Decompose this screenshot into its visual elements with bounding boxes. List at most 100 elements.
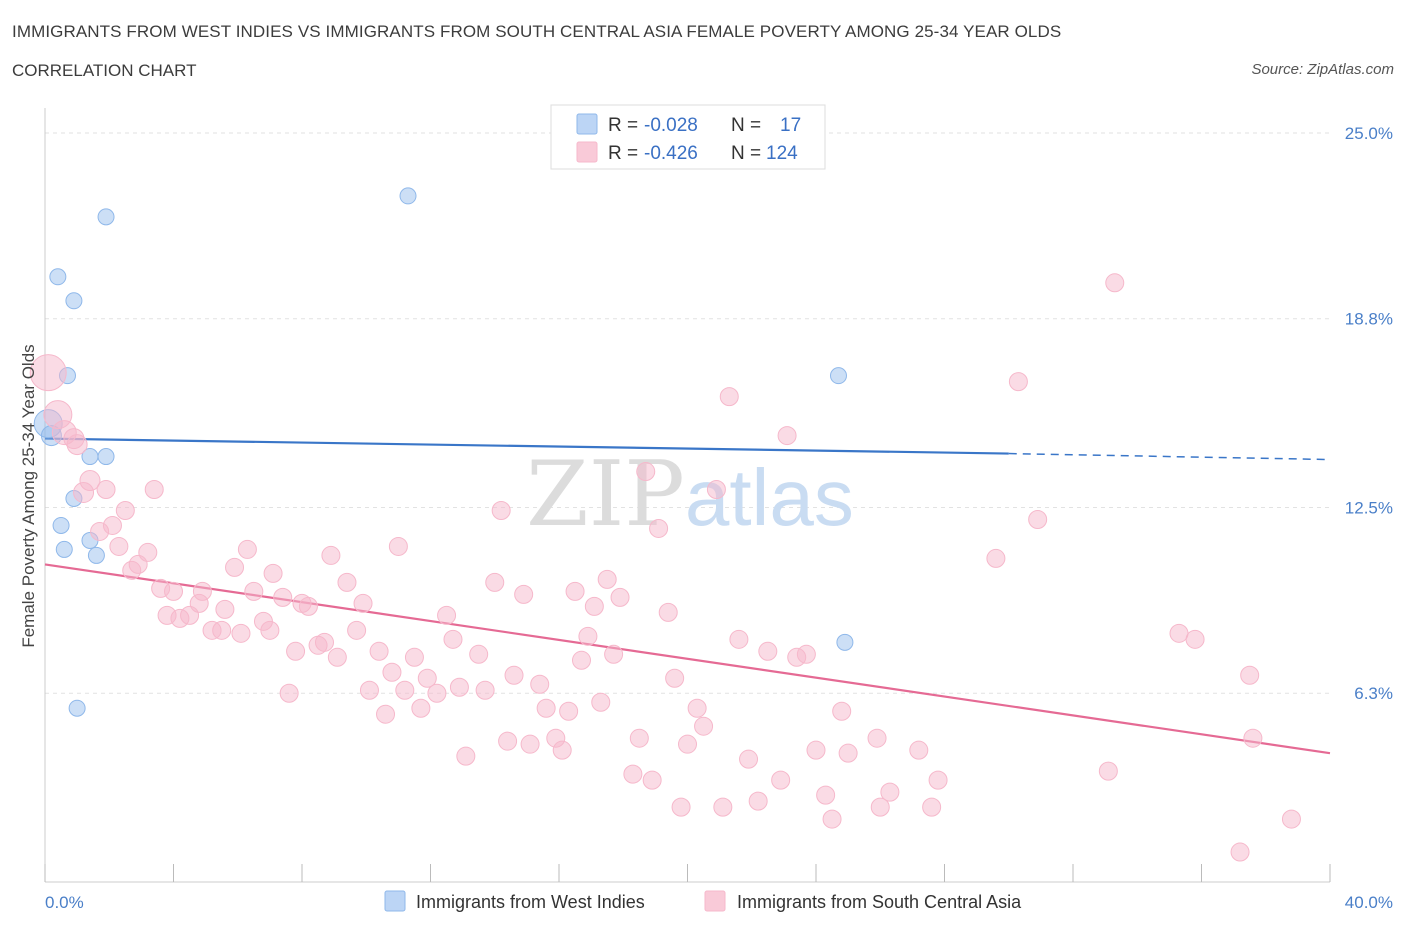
point-south-central-asia (678, 734, 697, 754)
point-south-central-asia (584, 596, 604, 616)
point-south-central-asia (629, 728, 649, 748)
point-south-central-asia (347, 620, 367, 640)
data-points (29, 187, 1301, 862)
point-west-indies (399, 187, 417, 205)
legend-r-value: -0.028 (644, 115, 698, 136)
point-south-central-asia (90, 521, 110, 541)
point-south-central-asia (164, 581, 183, 601)
grid-lines (45, 132, 1330, 694)
point-south-central-asia (1230, 842, 1250, 862)
point-south-central-asia (485, 572, 505, 592)
point-south-central-asia (986, 548, 1006, 568)
point-south-central-asia (382, 662, 402, 682)
point-south-central-asia (610, 587, 630, 607)
point-south-central-asia (144, 480, 164, 500)
point-south-central-asia (565, 581, 585, 601)
legend-swatch-south-central-asia (576, 141, 598, 163)
point-south-central-asia (1240, 665, 1260, 685)
point-south-central-asia (404, 647, 424, 667)
point-west-indies (55, 540, 73, 558)
point-south-central-asia (806, 740, 826, 760)
legend-n-value: 124 (766, 143, 798, 164)
point-south-central-asia (719, 387, 739, 407)
point-south-central-asia (1243, 728, 1263, 748)
series-legend: Immigrants from West Indies Immigrants f… (384, 890, 1022, 912)
point-south-central-asia (623, 764, 643, 784)
point-south-central-asia (748, 791, 768, 811)
point-south-central-asia (758, 641, 778, 661)
point-south-central-asia (671, 797, 691, 817)
y-axis-title: Female Poverty Among 25-34 Year Olds (19, 344, 38, 647)
point-south-central-asia (491, 500, 511, 520)
point-south-central-asia (687, 698, 707, 718)
point-south-central-asia (832, 701, 852, 721)
point-south-central-asia (237, 539, 257, 559)
x-tick-label: 40.0% (1345, 893, 1393, 912)
point-south-central-asia (928, 770, 948, 790)
point-south-central-asia (597, 569, 617, 589)
point-south-central-asia (1185, 629, 1205, 649)
point-south-central-asia (215, 599, 235, 619)
point-south-central-asia (552, 740, 572, 760)
point-south-central-asia (922, 797, 942, 817)
point-south-central-asia (212, 620, 232, 640)
point-south-central-asia (867, 728, 887, 748)
legend-r-label: R = (608, 143, 638, 164)
point-south-central-asia (1028, 509, 1048, 529)
point-south-central-asia (417, 668, 437, 688)
point-south-central-asia (279, 683, 299, 703)
axes (44, 108, 1331, 883)
chart-title: IMMIGRANTS FROM WEST INDIES VS IMMIGRANT… (12, 22, 1062, 41)
watermark: ZIPatlas (526, 442, 854, 547)
point-west-indies (49, 268, 67, 286)
point-south-central-asia (1281, 809, 1301, 829)
point-south-central-asia (578, 626, 598, 646)
point-south-central-asia (327, 647, 347, 667)
series-swatch-west-indies (384, 890, 406, 912)
point-south-central-asia (909, 740, 929, 760)
chart-subtitle: CORRELATION CHART (12, 61, 197, 80)
point-west-indies (829, 367, 847, 385)
point-south-central-asia (642, 770, 662, 790)
point-south-central-asia (591, 692, 611, 712)
point-south-central-asia (260, 620, 280, 640)
series-label-west-indies: Immigrants from West Indies (416, 892, 645, 912)
point-south-central-asia (504, 665, 524, 685)
point-south-central-asia (395, 680, 415, 700)
point-west-indies (65, 292, 83, 310)
series-label-south-central-asia: Immigrants from South Central Asia (737, 892, 1022, 912)
point-south-central-asia (298, 596, 318, 616)
legend-r-value: -0.426 (644, 143, 698, 164)
source-label: Source: ZipAtlas.com (1251, 61, 1394, 78)
point-south-central-asia (244, 581, 264, 601)
series-swatch-south-central-asia (704, 890, 726, 912)
point-south-central-asia (520, 734, 540, 754)
x-tick-labels: 0.0% 40.0% (45, 893, 1393, 912)
x-tick-label: 0.0% (45, 893, 84, 912)
point-south-central-asia (321, 545, 341, 565)
point-south-central-asia (192, 581, 212, 601)
y-tick-label: 25.0% (1345, 124, 1393, 143)
point-south-central-asia (880, 782, 900, 802)
point-south-central-asia (359, 680, 379, 700)
point-south-central-asia (838, 743, 858, 763)
point-south-central-asia (443, 629, 463, 649)
point-west-indies (87, 546, 105, 564)
point-south-central-asia (822, 809, 842, 829)
point-south-central-asia (411, 698, 431, 718)
correlation-legend: R = -0.028 N = 17 R = -0.426 N = 124 (550, 104, 826, 170)
point-south-central-asia (263, 563, 283, 583)
point-south-central-asia (388, 536, 408, 556)
point-south-central-asia (777, 426, 797, 446)
point-south-central-asia (571, 650, 591, 670)
point-south-central-asia (771, 770, 791, 790)
point-south-central-asia (273, 587, 293, 607)
point-south-central-asia (604, 644, 624, 664)
trend-line-west-indies (44, 437, 1009, 455)
point-south-central-asia (225, 557, 245, 577)
legend-r-label: R = (608, 115, 638, 136)
y-tick-label: 12.5% (1345, 498, 1393, 517)
legend-swatch-west-indies (576, 113, 598, 135)
point-south-central-asia (449, 677, 469, 697)
